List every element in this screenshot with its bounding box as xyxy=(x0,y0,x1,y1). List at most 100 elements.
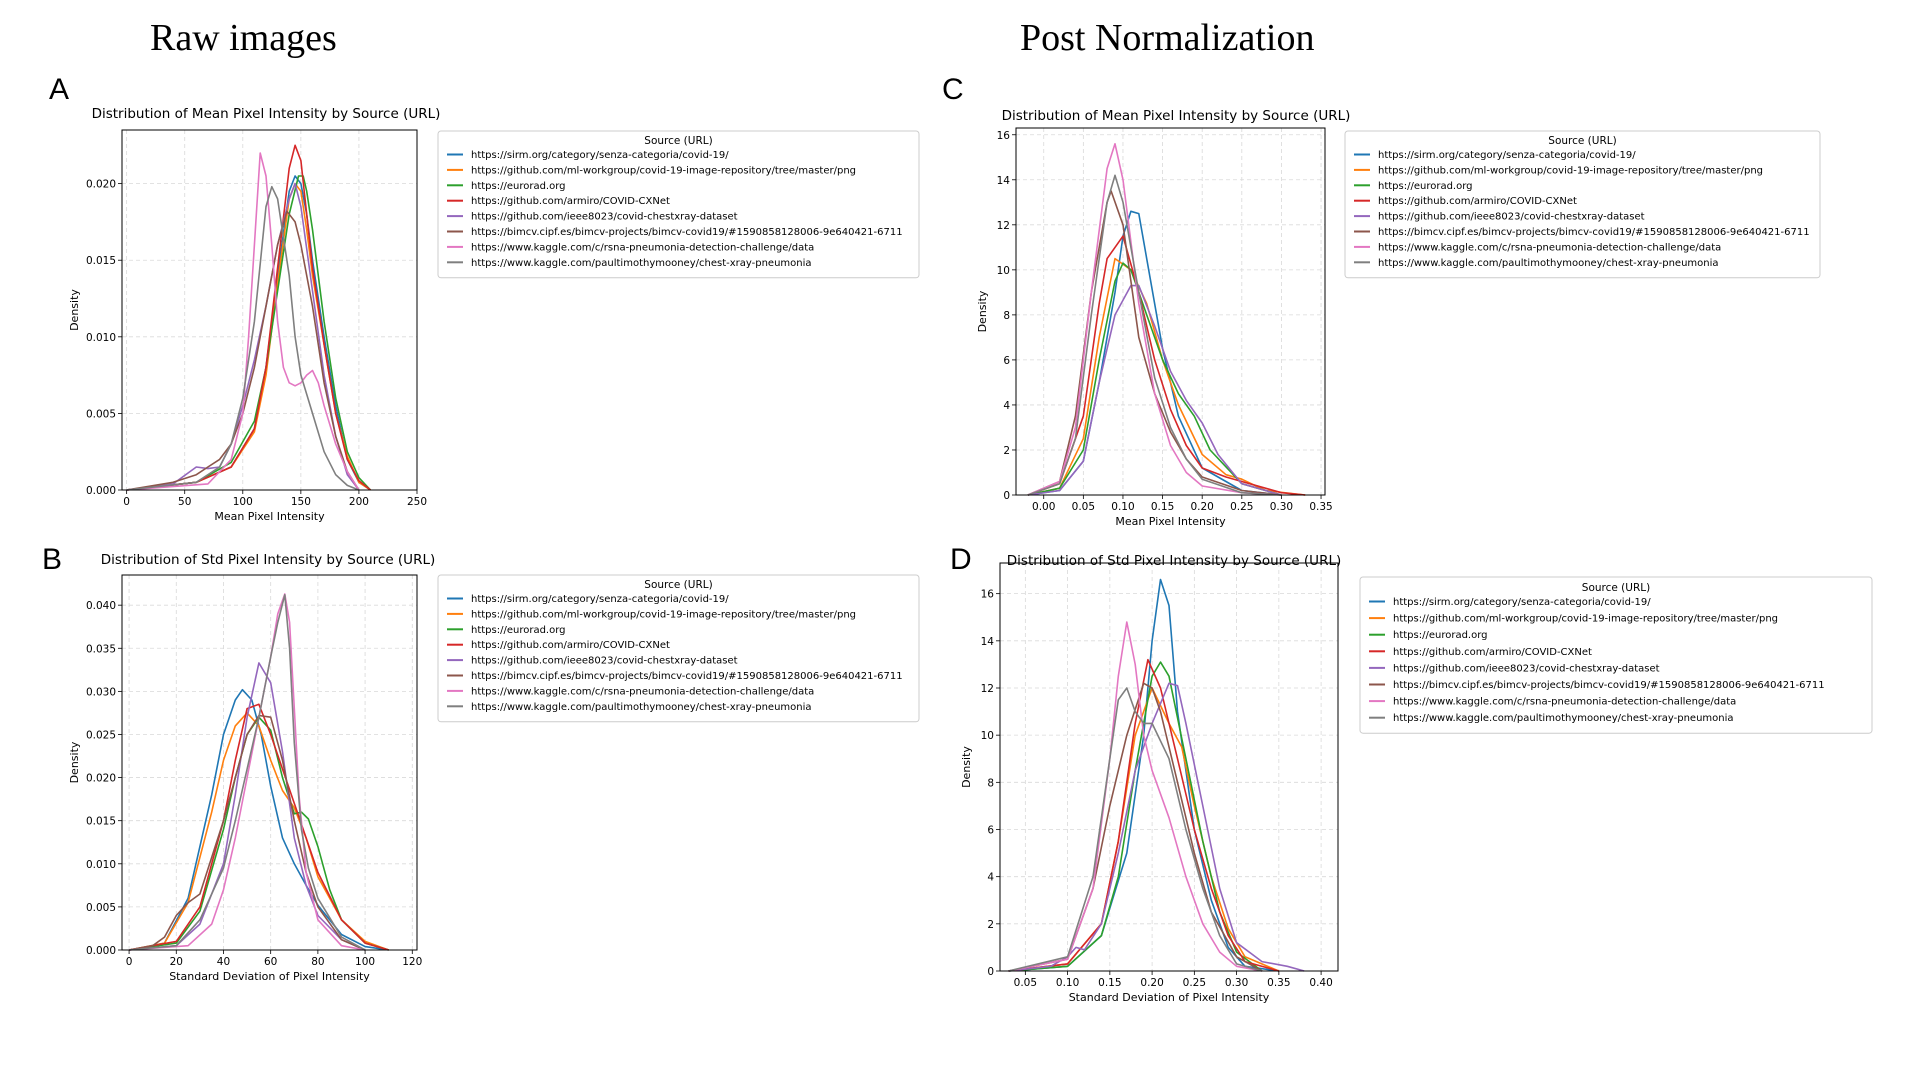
legend-entry-2: https://github.com/ml-workgroup/covid-19… xyxy=(471,609,856,620)
legend-entry-7: https://www.kaggle.com/c/rsna-pneumonia-… xyxy=(1393,697,1736,708)
x-axis-label: Mean Pixel Intensity xyxy=(214,510,325,523)
plot-frame xyxy=(121,574,418,951)
x-tick-label: 0.35 xyxy=(1309,501,1332,513)
y-tick-label: 6 xyxy=(1003,355,1010,367)
y-axis-label: Density xyxy=(68,741,81,783)
legend-entry-5: https://github.com/ieee8023/covid-chestx… xyxy=(471,656,738,667)
x-tick-label: 0.30 xyxy=(1270,501,1293,513)
legend-entry-7: https://www.kaggle.com/c/rsna-pneumonia-… xyxy=(471,686,814,697)
series-line-8 xyxy=(126,185,360,491)
legend-title: Source (URL) xyxy=(1548,135,1616,147)
panel-letter-b: B xyxy=(42,543,63,576)
y-tick-label: 0.030 xyxy=(86,686,116,698)
series-line-6 xyxy=(1027,190,1282,496)
y-tick-label: 8 xyxy=(1003,310,1010,322)
legend-entry-6: https://bimcv.cipf.es/bimcv-projects/bim… xyxy=(1393,680,1825,691)
y-tick-label: 8 xyxy=(987,777,994,789)
series-line-7 xyxy=(1008,621,1263,972)
legend-entry-2: https://github.com/ml-workgroup/covid-19… xyxy=(1393,614,1778,625)
legend-entry-6: https://bimcv.cipf.es/bimcv-projects/bim… xyxy=(471,227,903,238)
chart-title: Distribution of Std Pixel Intensity by S… xyxy=(1007,553,1341,569)
x-tick-label: 0.20 xyxy=(1140,977,1163,989)
x-tick-label: 0.25 xyxy=(1183,977,1206,989)
y-tick-label: 12 xyxy=(981,683,994,695)
x-axis-label: Standard Deviation of Pixel Intensity xyxy=(1069,991,1270,1004)
y-tick-label: 0.010 xyxy=(86,332,116,344)
legend-title: Source (URL) xyxy=(644,135,712,147)
y-tick-label: 0.010 xyxy=(86,859,116,871)
x-tick-label: 0.00 xyxy=(1032,501,1055,513)
x-tick-label: 150 xyxy=(291,496,311,508)
x-tick-label: 0.40 xyxy=(1309,977,1332,989)
y-tick-label: 0.000 xyxy=(86,945,116,957)
y-tick-label: 0.005 xyxy=(86,902,116,914)
legend-entry-3: https://eurorad.org xyxy=(471,625,566,636)
series-line-8 xyxy=(1008,687,1263,972)
legend-title: Source (URL) xyxy=(1582,582,1650,594)
y-tick-label: 12 xyxy=(997,220,1010,232)
x-tick-label: 0.20 xyxy=(1190,501,1213,513)
x-tick-label: 0.10 xyxy=(1111,501,1134,513)
legend-box xyxy=(1359,576,1873,734)
x-tick-label: 0.35 xyxy=(1267,977,1290,989)
legend-entry-3: https://eurorad.org xyxy=(1378,181,1473,192)
x-tick-label: 0 xyxy=(126,956,133,968)
legend-entry-8: https://www.kaggle.com/paultimothymooney… xyxy=(471,702,812,713)
x-tick-label: 0.10 xyxy=(1056,977,1079,989)
chart-title: Distribution of Mean Pixel Intensity by … xyxy=(1002,108,1351,124)
x-tick-label: 0.30 xyxy=(1225,977,1248,989)
y-tick-label: 0 xyxy=(1003,490,1010,502)
y-tick-label: 0.005 xyxy=(86,408,116,420)
x-tick-label: 0.15 xyxy=(1151,501,1174,513)
y-tick-label: 0.035 xyxy=(86,643,116,655)
legend-entry-8: https://www.kaggle.com/paultimothymooney… xyxy=(1393,713,1734,724)
series-line-6 xyxy=(126,210,360,491)
series-line-4 xyxy=(1027,235,1306,496)
x-tick-label: 100 xyxy=(355,956,375,968)
y-tick-label: 4 xyxy=(987,872,994,884)
x-tick-label: 250 xyxy=(407,496,427,508)
x-tick-label: 200 xyxy=(349,496,369,508)
y-tick-label: 14 xyxy=(981,636,995,648)
legend-entry-1: https://sirm.org/category/senza-categori… xyxy=(1378,150,1636,161)
x-tick-label: 0.05 xyxy=(1014,977,1037,989)
heading-post-normalization: Post Normalization xyxy=(1020,17,1315,59)
panel-letter-d: D xyxy=(950,543,972,576)
series-line-5 xyxy=(1027,284,1282,496)
y-tick-label: 6 xyxy=(987,824,994,836)
series-line-8 xyxy=(1027,174,1282,496)
x-tick-label: 20 xyxy=(170,956,183,968)
legend-box xyxy=(437,574,920,723)
legend-entry-5: https://github.com/ieee8023/covid-chestx… xyxy=(1378,212,1645,223)
legend-entry-2: https://github.com/ml-workgroup/covid-19… xyxy=(1378,165,1763,176)
x-tick-label: 40 xyxy=(217,956,230,968)
series-line-8 xyxy=(129,594,366,951)
y-axis-label: Density xyxy=(960,746,973,788)
y-tick-label: 0.000 xyxy=(86,485,116,497)
y-axis-label: Density xyxy=(976,290,989,332)
plot-frame xyxy=(999,562,1339,972)
legend-entry-6: https://bimcv.cipf.es/bimcv-projects/bim… xyxy=(471,671,903,682)
x-tick-label: 120 xyxy=(402,956,422,968)
y-tick-label: 10 xyxy=(981,730,994,742)
series-line-6 xyxy=(128,714,366,951)
legend-entry-1: https://sirm.org/category/senza-categori… xyxy=(471,150,729,161)
y-tick-label: 2 xyxy=(987,919,994,931)
x-tick-label: 50 xyxy=(178,496,191,508)
legend-entry-8: https://www.kaggle.com/paultimothymooney… xyxy=(471,258,812,269)
legend-entry-6: https://bimcv.cipf.es/bimcv-projects/bim… xyxy=(1378,227,1810,238)
x-tick-label: 0 xyxy=(123,496,130,508)
x-tick-label: 0.25 xyxy=(1230,501,1253,513)
y-axis-label: Density xyxy=(68,289,81,331)
legend-entry-1: https://sirm.org/category/senza-categori… xyxy=(1393,597,1651,608)
legend-title: Source (URL) xyxy=(644,579,712,591)
plot-frame xyxy=(1015,127,1326,496)
legend-entry-4: https://github.com/armiro/COVID-CXNet xyxy=(471,196,670,207)
x-axis-label: Mean Pixel Intensity xyxy=(1115,515,1226,528)
y-tick-label: 16 xyxy=(981,589,995,601)
y-tick-label: 0.020 xyxy=(86,773,116,785)
y-tick-label: 10 xyxy=(997,265,1010,277)
chart-title: Distribution of Std Pixel Intensity by S… xyxy=(101,552,435,568)
